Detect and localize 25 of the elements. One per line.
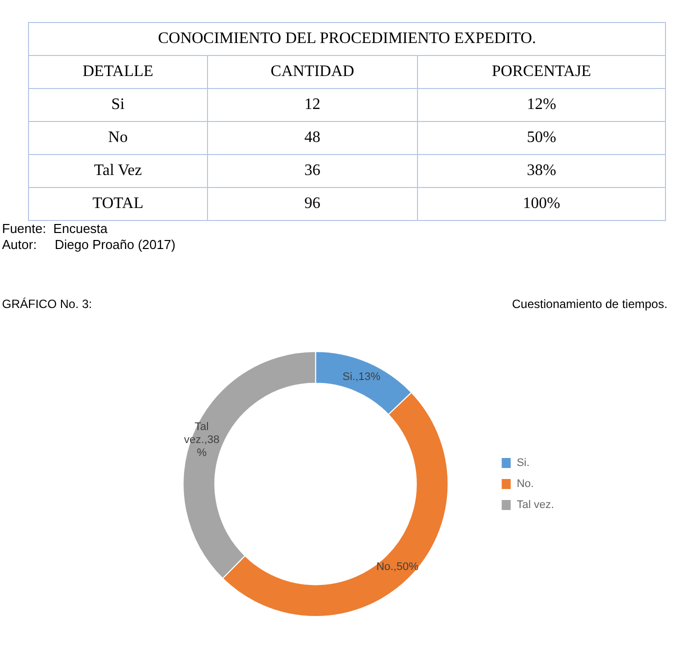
category-label: Tal Vez: [28, 154, 208, 188]
source-note: Fuente: Encuesta: [2, 221, 109, 237]
text: DETALLE: [28, 56, 208, 88]
category-label: No: [28, 122, 208, 154]
data-label: Si.,13%: [342, 370, 381, 383]
legend-label: Tal vez.: [516, 499, 554, 512]
data-label: 100%: [417, 188, 666, 220]
data-label: 96: [207, 188, 418, 220]
text: Cuestionamiento de tiempos.: [512, 297, 668, 311]
text: PORCENTAJE: [417, 56, 666, 88]
category-label: TOTAL: [28, 188, 208, 220]
text: GRÁFICO No. 3:: [2, 297, 92, 311]
category-label: Si: [28, 88, 208, 122]
text: CONOCIMIENTO DEL PROCEDIMIENTO EXPEDITO.: [28, 22, 666, 56]
legend-label: Si.: [516, 457, 530, 470]
data-label: 12%: [417, 88, 666, 122]
text: Autor: Diego Proaño (2017): [2, 237, 176, 253]
data-label: No.,50%: [376, 561, 419, 574]
legend-label: No.: [516, 478, 534, 490]
data-label: 12: [207, 88, 418, 122]
data-label: 38%: [417, 154, 666, 188]
data-label: 36: [207, 154, 418, 188]
text: CANTIDAD: [207, 56, 418, 88]
data-label: 48: [207, 122, 418, 154]
data-label: 50%: [417, 122, 666, 154]
